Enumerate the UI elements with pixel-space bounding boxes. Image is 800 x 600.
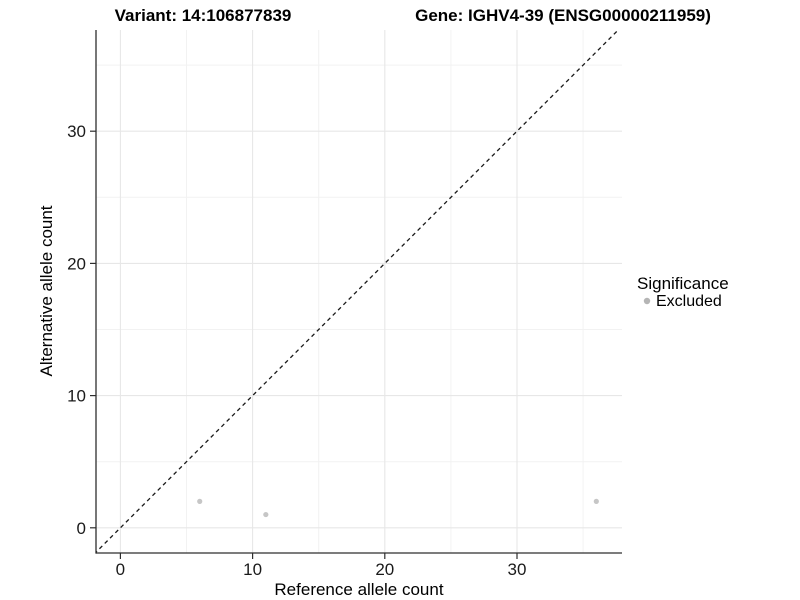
gene-title: Gene: IGHV4-39 (ENSG00000211959)	[415, 6, 711, 25]
y-tick-label: 30	[67, 122, 86, 141]
y-tick-label: 20	[67, 254, 86, 273]
y-tick-label: 0	[77, 519, 86, 538]
x-tick-label: 30	[508, 560, 527, 579]
legend: Significance Excluded	[637, 274, 729, 310]
plot-panel: 0 10 20 30 0 10 20 30	[67, 30, 622, 579]
y-tick-label: 10	[67, 387, 86, 406]
x-tick-label: 0	[116, 560, 125, 579]
x-tick-label: 20	[375, 560, 394, 579]
variant-title: Variant: 14:106877839	[115, 6, 292, 25]
legend-title: Significance	[637, 274, 729, 293]
legend-item-label: Excluded	[656, 293, 722, 310]
identity-line	[96, 30, 620, 553]
x-axis-title: Reference allele count	[274, 580, 443, 599]
legend-key-dot-icon	[643, 297, 651, 305]
data-point	[593, 498, 599, 504]
data-point	[263, 511, 269, 518]
data-point	[197, 498, 203, 504]
y-axis-title: Alternative allele count	[37, 205, 56, 376]
x-tick-label: 10	[243, 560, 262, 579]
